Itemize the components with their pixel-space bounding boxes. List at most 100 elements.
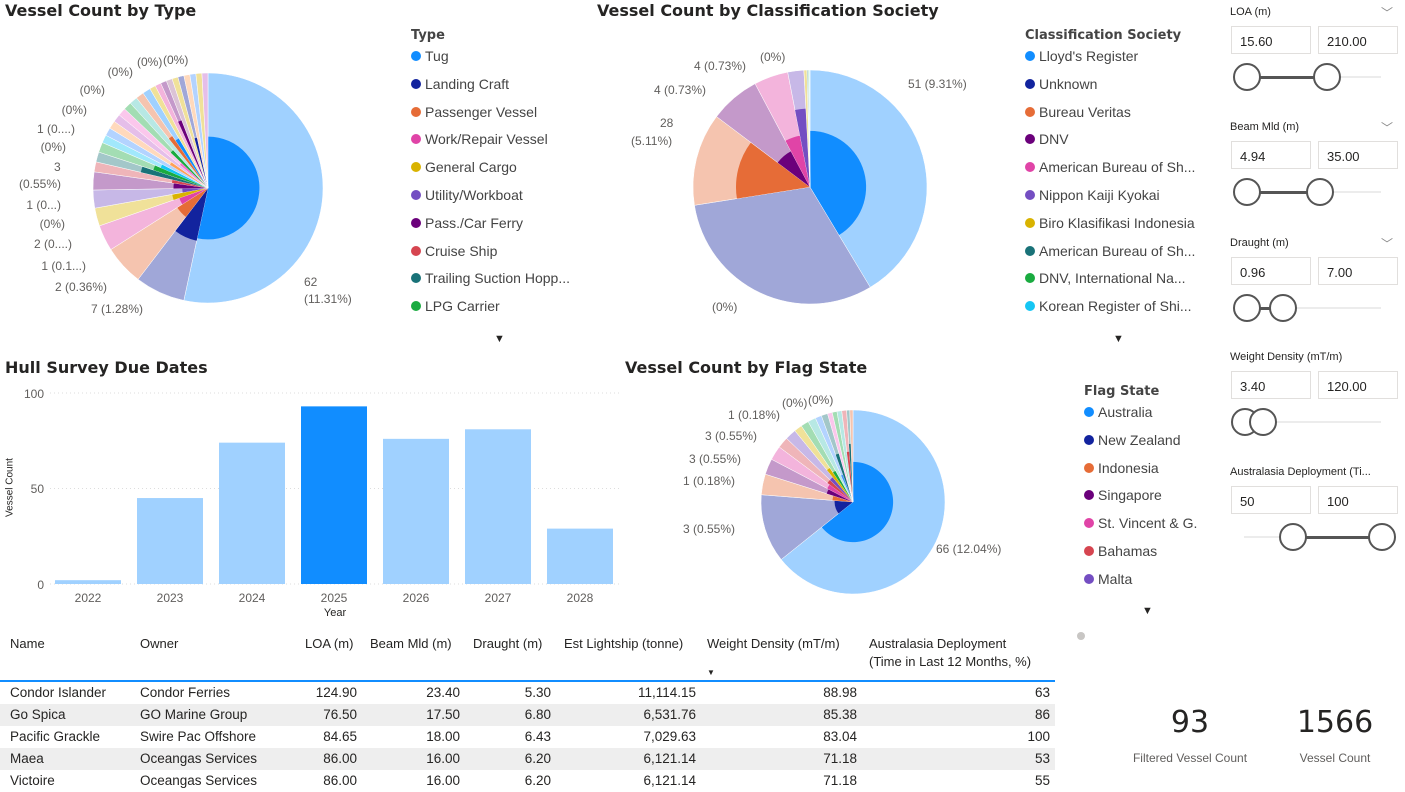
chevron-down-icon[interactable]: ﹀ [1381, 237, 1394, 251]
legend-item[interactable]: Work/Repair Vessel [411, 130, 570, 148]
bar-2028[interactable] [547, 528, 613, 584]
slicer-min-input[interactable]: 50 [1231, 486, 1311, 514]
table-row[interactable]: Victoire Oceangas Services 86.00 16.00 6.20 6… [0, 770, 1055, 792]
legend-item[interactable]: Indonesia [1084, 459, 1197, 477]
slicer-max-input[interactable]: 100 [1318, 486, 1398, 514]
legend-item[interactable]: Tug [411, 47, 570, 65]
sort-descending-icon[interactable]: ▼ [707, 668, 715, 677]
bar-2027[interactable] [465, 429, 531, 584]
chevron-down-icon[interactable]: ﹀ [1381, 6, 1394, 20]
pie-slice-highlight[interactable] [841, 474, 853, 502]
legend-item[interactable]: New Zealand [1084, 431, 1197, 449]
pie-slice-highlight[interactable] [829, 477, 853, 502]
legend-item[interactable]: Trailing Suction Hopp... [411, 269, 570, 287]
pie-slice[interactable] [760, 494, 854, 560]
table-row[interactable]: Pacific Grackle Swire Pac Offshore 84.65 18… [0, 726, 1055, 748]
slider-max-handle[interactable] [1368, 523, 1396, 551]
pie-slice-highlight[interactable] [168, 136, 208, 188]
pie-slice[interactable] [808, 69, 811, 188]
pie-slice-highlight[interactable] [821, 461, 894, 543]
flag-pie-chart[interactable] [660, 380, 1060, 620]
pie-slice[interactable] [849, 409, 854, 503]
legend-item[interactable]: Utility/Workboat [411, 186, 570, 204]
col-header-beam[interactable]: Beam Mld (m) [370, 636, 452, 651]
legend-scroll-down-icon[interactable]: ▼ [1142, 605, 1153, 617]
slider-max-handle[interactable] [1313, 63, 1341, 91]
slider-track[interactable] [1245, 421, 1381, 423]
pie-slice-highlight[interactable] [826, 467, 853, 502]
scrollbar-handle[interactable] [1077, 632, 1085, 640]
legend-item[interactable]: DNV, International Na... [1025, 269, 1195, 287]
table-row[interactable]: Maea Oceangas Services 86.00 16.00 6.20 6,121… [0, 748, 1055, 770]
pie-slice-highlight[interactable] [177, 188, 208, 217]
pie-slice[interactable] [201, 72, 209, 189]
legend-item[interactable]: Malta [1084, 570, 1197, 588]
slider-min-handle[interactable] [1233, 178, 1261, 206]
legend-item[interactable]: Passenger Vessel [411, 103, 570, 121]
legend-item[interactable]: American Bureau of Sh... [1025, 242, 1195, 260]
slider-max-handle[interactable] [1306, 178, 1334, 206]
pie-slice-highlight[interactable] [736, 142, 810, 199]
pie-slice-highlight[interactable] [795, 108, 810, 187]
bar-2023[interactable] [137, 498, 203, 584]
col-header-name[interactable]: Name [10, 636, 45, 651]
legend-item[interactable]: St. Vincent & G. [1084, 514, 1197, 532]
legend-scroll-down-icon[interactable]: ▼ [494, 333, 505, 345]
pie-slice-highlight[interactable] [846, 451, 853, 502]
slicer-min-input[interactable]: 15.60 [1231, 26, 1311, 54]
pie-slice-highlight[interactable] [785, 135, 810, 187]
type-pie-chart[interactable] [0, 0, 400, 340]
bar-2026[interactable] [383, 438, 449, 584]
col-header-loa[interactable]: LOA (m) [305, 636, 354, 651]
pie-slice-highlight[interactable] [777, 151, 810, 187]
slider-max-handle[interactable] [1249, 408, 1277, 436]
pie-slice-highlight[interactable] [835, 453, 853, 502]
legend-item[interactable]: Pass./Car Ferry [411, 214, 570, 232]
pie-slice-highlight[interactable] [848, 443, 853, 502]
pie-slice-highlight[interactable] [834, 500, 853, 514]
col-header-deployment[interactable]: Australasia Deployment [869, 636, 1007, 651]
col-header-owner[interactable]: Owner [140, 636, 179, 651]
slicer-min-input[interactable]: 4.94 [1231, 141, 1311, 169]
legend-item[interactable]: DNV [1025, 130, 1195, 148]
slicer-max-input[interactable]: 35.00 [1318, 141, 1398, 169]
legend-item[interactable]: Bureau Veritas [1025, 103, 1195, 121]
slider-min-handle[interactable] [1233, 294, 1261, 322]
pie-slice-highlight[interactable] [175, 138, 208, 188]
slider-min-handle[interactable] [1279, 523, 1307, 551]
slicer-min-input[interactable]: 3.40 [1231, 371, 1311, 399]
pie-slice-highlight[interactable] [169, 162, 208, 188]
pie-slice-highlight[interactable] [827, 484, 853, 502]
legend-item[interactable]: Landing Craft [411, 75, 570, 93]
col-header-draught[interactable]: Draught (m) [473, 636, 543, 651]
bar-2025[interactable] [301, 406, 367, 584]
legend-item[interactable]: Bahamas [1084, 542, 1197, 560]
legend-item[interactable]: Unknown [1025, 75, 1195, 93]
slider-max-handle[interactable] [1269, 294, 1297, 322]
pie-slice-highlight[interactable] [194, 137, 208, 188]
pie-slice-highlight[interactable] [179, 162, 208, 188]
pie-slice-highlight[interactable] [179, 188, 208, 205]
pie-slice-highlight[interactable] [172, 188, 208, 200]
table-row[interactable]: Go Spica GO Marine Group 76.50 17.50 6.80 6,5… [0, 704, 1055, 726]
legend-item[interactable]: Korean Register of Shi... [1025, 297, 1195, 315]
legend-item[interactable]: Nippon Kaiji Kyokai [1025, 186, 1195, 204]
legend-item[interactable]: LPG Carrier [411, 297, 570, 315]
chevron-down-icon[interactable]: ﹀ [1381, 121, 1394, 135]
slider-min-handle[interactable] [1233, 63, 1261, 91]
slider-track[interactable] [1247, 307, 1381, 309]
slicer-max-input[interactable]: 7.00 [1318, 257, 1398, 285]
legend-item[interactable]: American Bureau of Sh... [1025, 158, 1195, 176]
pie-slice[interactable] [694, 186, 871, 305]
pie-slice-highlight[interactable] [182, 188, 208, 193]
legend-item[interactable]: Singapore [1084, 486, 1197, 504]
pie-slice-highlight[interactable] [170, 150, 208, 188]
bar-2024[interactable] [219, 442, 285, 584]
pie-slice-highlight[interactable] [197, 136, 260, 240]
legend-item[interactable]: Cruise Ship [411, 242, 570, 260]
hull-survey-bar-chart[interactable]: 2022 2023 2024 2025 2026 2027 2028 [0, 380, 620, 625]
pie-slice-highlight[interactable] [175, 188, 208, 241]
slicer-max-input[interactable]: 120.00 [1318, 371, 1398, 399]
pie-slice-highlight[interactable] [810, 130, 867, 236]
pie-slice-highlight[interactable] [827, 479, 853, 502]
